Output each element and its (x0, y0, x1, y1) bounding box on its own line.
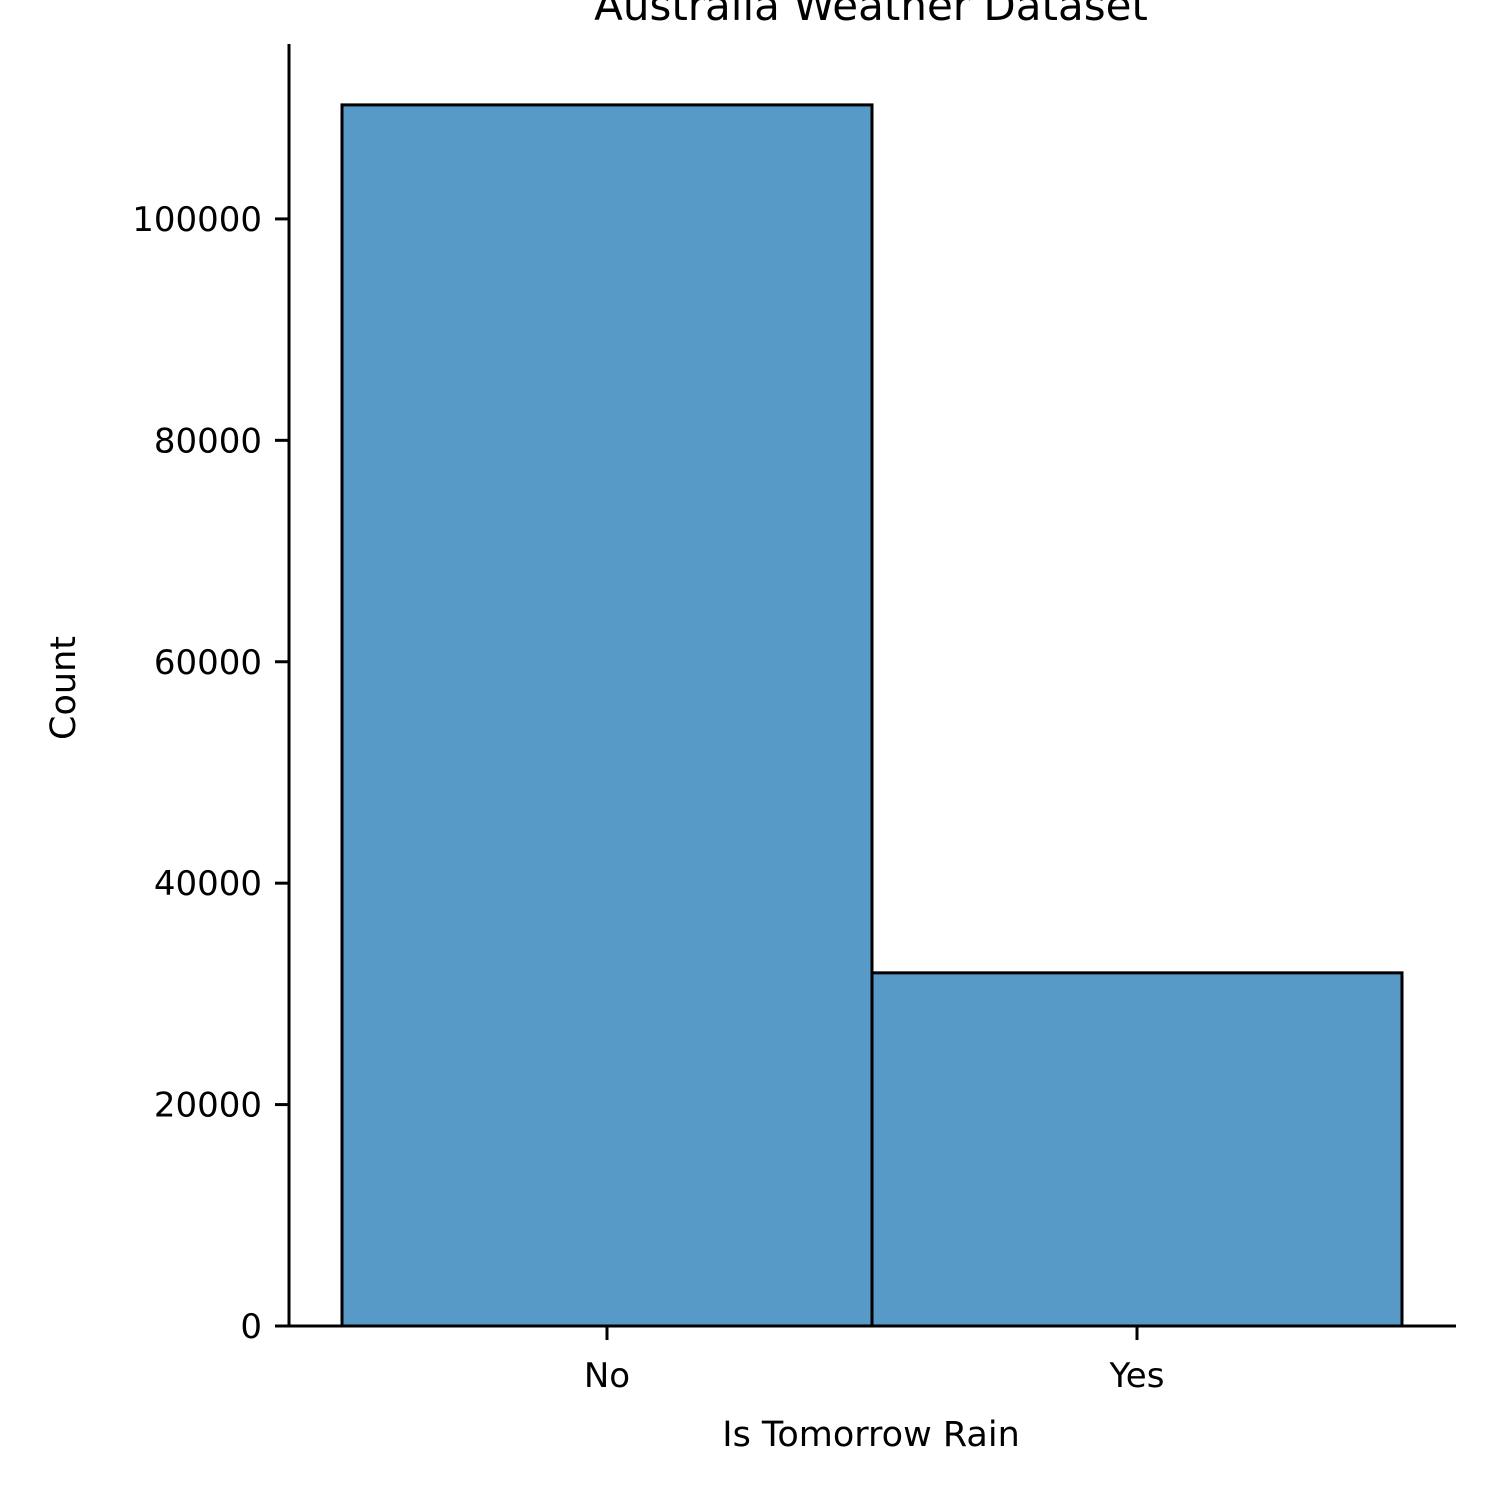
y-tick-label: 0 (240, 1307, 262, 1347)
y-tick-label: 100000 (132, 200, 262, 240)
chart-title: Australia Weather Dataset (594, 0, 1148, 30)
x-ticks-layer: No Yes (584, 1326, 1165, 1396)
bars-layer (340, 103, 1404, 1328)
x-tick-label: Yes (1109, 1356, 1165, 1396)
bar-no (340, 103, 874, 1328)
y-tick-label: 40000 (154, 864, 262, 904)
y-tick-label: 20000 (154, 1086, 262, 1126)
y-tick-label: 60000 (154, 643, 262, 683)
y-tick-label: 80000 (154, 421, 262, 461)
x-axis-title: Is Tomorrow Rain (722, 1415, 1020, 1455)
y-axis-title: Count (44, 636, 84, 740)
y-ticks-layer: 0 20000 40000 60000 80000 100000 (132, 200, 289, 1347)
x-tick-label: No (584, 1356, 630, 1396)
bar-yes (870, 971, 1404, 1328)
